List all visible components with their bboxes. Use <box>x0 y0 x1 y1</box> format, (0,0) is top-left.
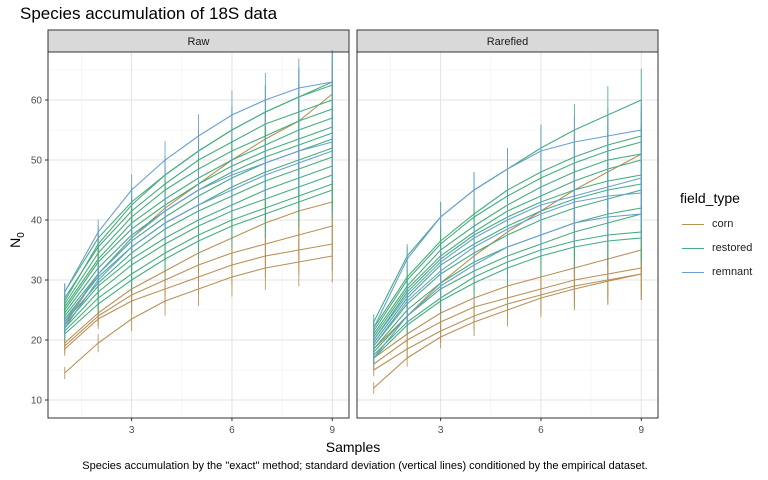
series-line-rarefied-remnant <box>373 177 642 341</box>
y-tick-label: 40 <box>31 216 43 227</box>
legend: field_type corn restored remnant <box>680 190 752 284</box>
y-axis-title: N0 <box>7 232 27 248</box>
series-line-rarefied-corn <box>373 249 642 359</box>
series-line-rarefied-restored <box>373 135 642 329</box>
legend-key-corn <box>682 223 704 225</box>
x-tick-label: 3 <box>129 425 135 436</box>
legend-label-restored: restored <box>712 242 753 254</box>
y-tick-label: 60 <box>31 96 43 107</box>
y-tick-label: 20 <box>31 336 43 347</box>
panel-border-raw <box>47 51 350 419</box>
chart-caption: Species accumulation by the "exact" meth… <box>82 460 648 472</box>
x-tick-label: 6 <box>229 425 235 436</box>
legend-label-remnant: remnant <box>712 266 753 278</box>
x-tick-label: 3 <box>438 425 444 436</box>
series-line-rarefied-remnant <box>373 129 642 329</box>
legend-item-restored: restored <box>680 236 752 260</box>
legend-title: field_type <box>680 190 740 206</box>
legend-key-remnant <box>682 271 704 273</box>
panel-border-rarefied <box>356 51 659 419</box>
series-line-raw-remnant <box>64 81 333 293</box>
legend-item-remnant: remnant <box>680 260 752 284</box>
strip-label-raw: Raw <box>187 36 209 48</box>
legend-label-corn: corn <box>712 218 734 230</box>
x-tick-label: 9 <box>638 425 644 436</box>
legend-item-corn: corn <box>680 212 752 236</box>
legend-key-restored <box>682 247 704 249</box>
chart-title: Species accumulation of 18S data <box>20 4 278 23</box>
x-tick-label: 6 <box>538 425 544 436</box>
y-tick-label: 10 <box>31 396 43 407</box>
x-tick-label: 9 <box>329 425 335 436</box>
y-tick-label: 50 <box>31 156 43 167</box>
strip-label-rarefied: Rarefied <box>487 36 529 48</box>
series-line-raw-remnant <box>64 141 333 323</box>
x-axis-title: Samples <box>326 439 380 455</box>
y-tick-label: 30 <box>31 276 43 287</box>
